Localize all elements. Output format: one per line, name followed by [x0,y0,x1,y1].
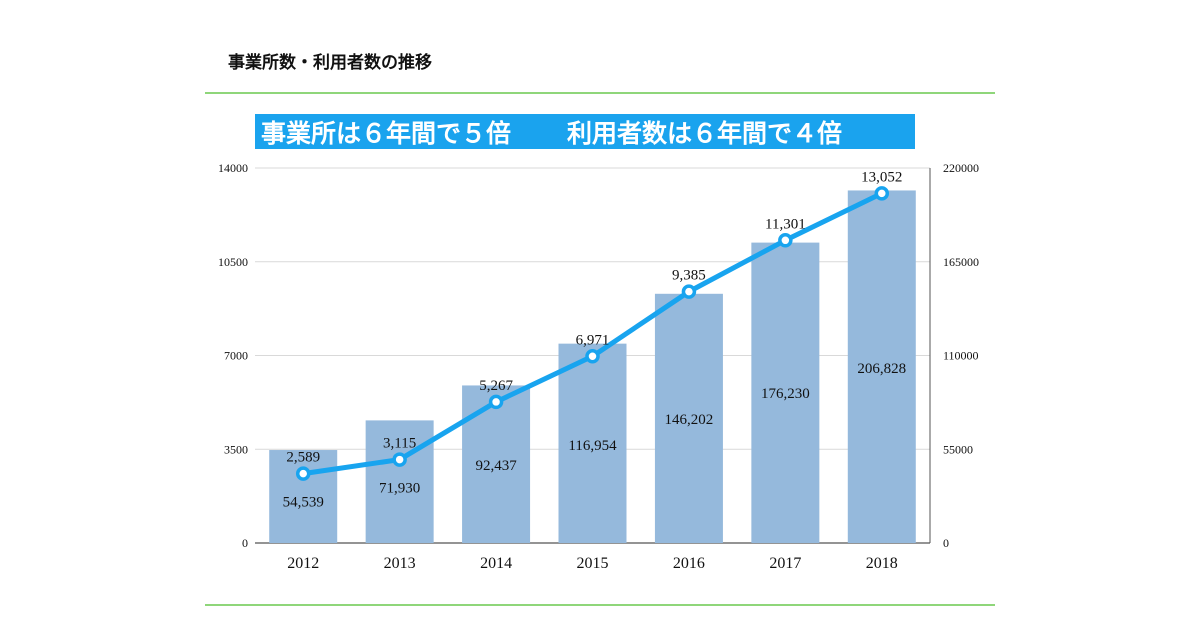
bar-2016 [654,293,723,543]
x-tick-label: 2013 [384,555,416,572]
bottom-divider [205,604,995,606]
left-tick-label: 7000 [224,349,248,363]
x-tick-label: 2016 [673,555,705,572]
bar-data-label: 146,202 [665,412,714,428]
line-point-2016 [681,284,697,299]
bar-2015 [558,343,627,543]
left-tick-label: 0 [242,536,248,550]
top-divider [205,92,995,94]
right-tick-label: 165000 [943,255,979,269]
bar-data-label: 206,828 [857,361,906,377]
line-data-label: 5,267 [479,378,513,394]
x-tick-label: 2017 [769,555,801,572]
line-data-label: 9,385 [672,268,706,284]
line-point-2018 [874,186,890,201]
line-point-2012 [295,466,311,481]
left-tick-label: 14000 [218,161,248,175]
right-tick-label: 0 [943,536,949,550]
line-data-label: 13,052 [861,169,902,185]
right-tick-label: 220000 [943,161,979,175]
line-data-label: 6,971 [576,332,610,348]
banner-users-text: 利用者数は６年間で４倍 [567,118,843,148]
left-tick-label: 10500 [218,255,248,269]
bar-2013 [365,420,434,543]
line-data-label: 2,589 [286,450,320,466]
line-data-label: 11,301 [765,216,806,232]
line-point-2013 [392,452,407,467]
right-tick-label: 55000 [943,442,973,456]
bar-2017 [751,242,820,543]
x-tick-label: 2014 [480,555,512,572]
bar-2014 [462,385,531,543]
left-tick-label: 3500 [224,442,248,456]
bar-data-label: 54,539 [283,495,324,511]
line-point-2017 [778,233,793,248]
right-tick-label: 110000 [943,349,979,363]
bar-data-label: 116,954 [568,438,617,454]
line-point-2014 [488,394,504,410]
headline-banner: 事業所は６年間で５倍 利用者数は６年間で４倍 [255,114,915,149]
bar-data-label: 176,230 [761,386,810,402]
x-tick-label: 2012 [287,555,319,572]
bar-data-label: 92,437 [475,458,517,474]
bar-2012 [269,450,338,543]
x-tick-label: 2018 [866,555,898,572]
banner-offices-text: 事業所は６年間で５倍 [261,118,512,148]
bar-data-label: 71,930 [379,481,420,497]
bar-2018 [847,190,916,543]
line-point-2015 [585,349,600,364]
page-title: 事業所数・利用者数の推移 [228,53,432,73]
x-tick-label: 2015 [577,555,609,572]
line-data-label: 3,115 [383,436,416,452]
